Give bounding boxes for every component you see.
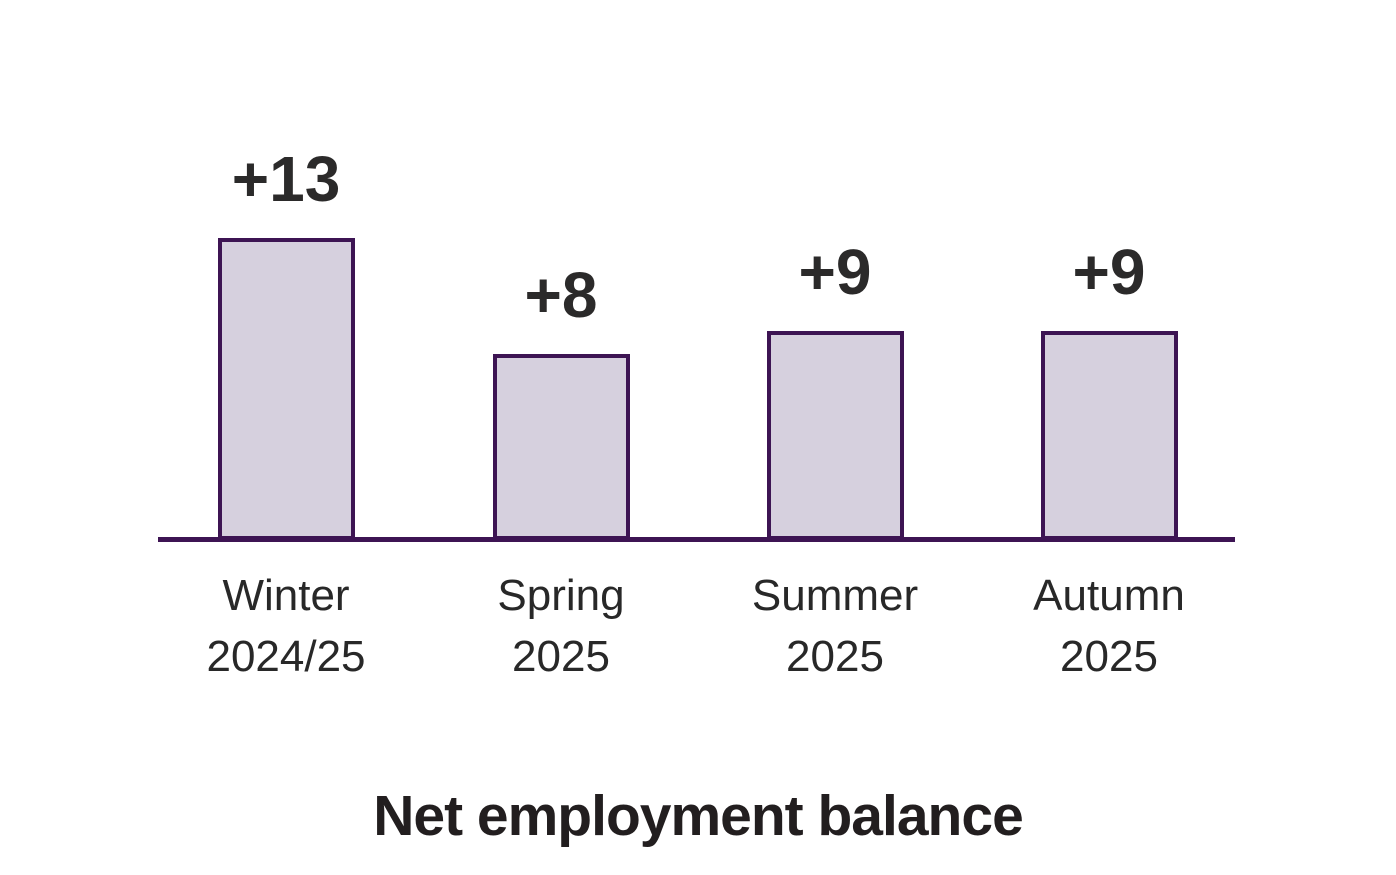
category-label-line: 2025 [1060, 632, 1158, 681]
category-label-line: Summer [751, 571, 919, 620]
bar-value-label: +8 [524, 259, 598, 331]
category-label-line: 2025 [512, 632, 610, 681]
category-label: Autumn 2025 [1033, 565, 1185, 687]
x-axis-line [158, 537, 1235, 542]
category-label: Spring 2025 [497, 565, 624, 687]
bar [766, 331, 904, 540]
category-label: Summer 2025 [752, 565, 918, 687]
bar-value-label: +13 [231, 143, 341, 215]
category-label: Winter 2024/25 [206, 565, 365, 687]
category-label-line: Autumn [1033, 571, 1185, 620]
bar-value-label: +9 [1072, 236, 1146, 308]
chart-title: Net employment balance [373, 784, 1024, 848]
category-label-line: 2024/25 [206, 632, 366, 681]
category-label-line: 2025 [786, 632, 884, 681]
category-label-line: Winter [222, 571, 350, 620]
bar-value-label: +9 [798, 236, 872, 308]
bar [217, 238, 355, 540]
bar [492, 354, 630, 540]
bar [1040, 331, 1178, 540]
category-label-line: Spring [497, 571, 625, 620]
